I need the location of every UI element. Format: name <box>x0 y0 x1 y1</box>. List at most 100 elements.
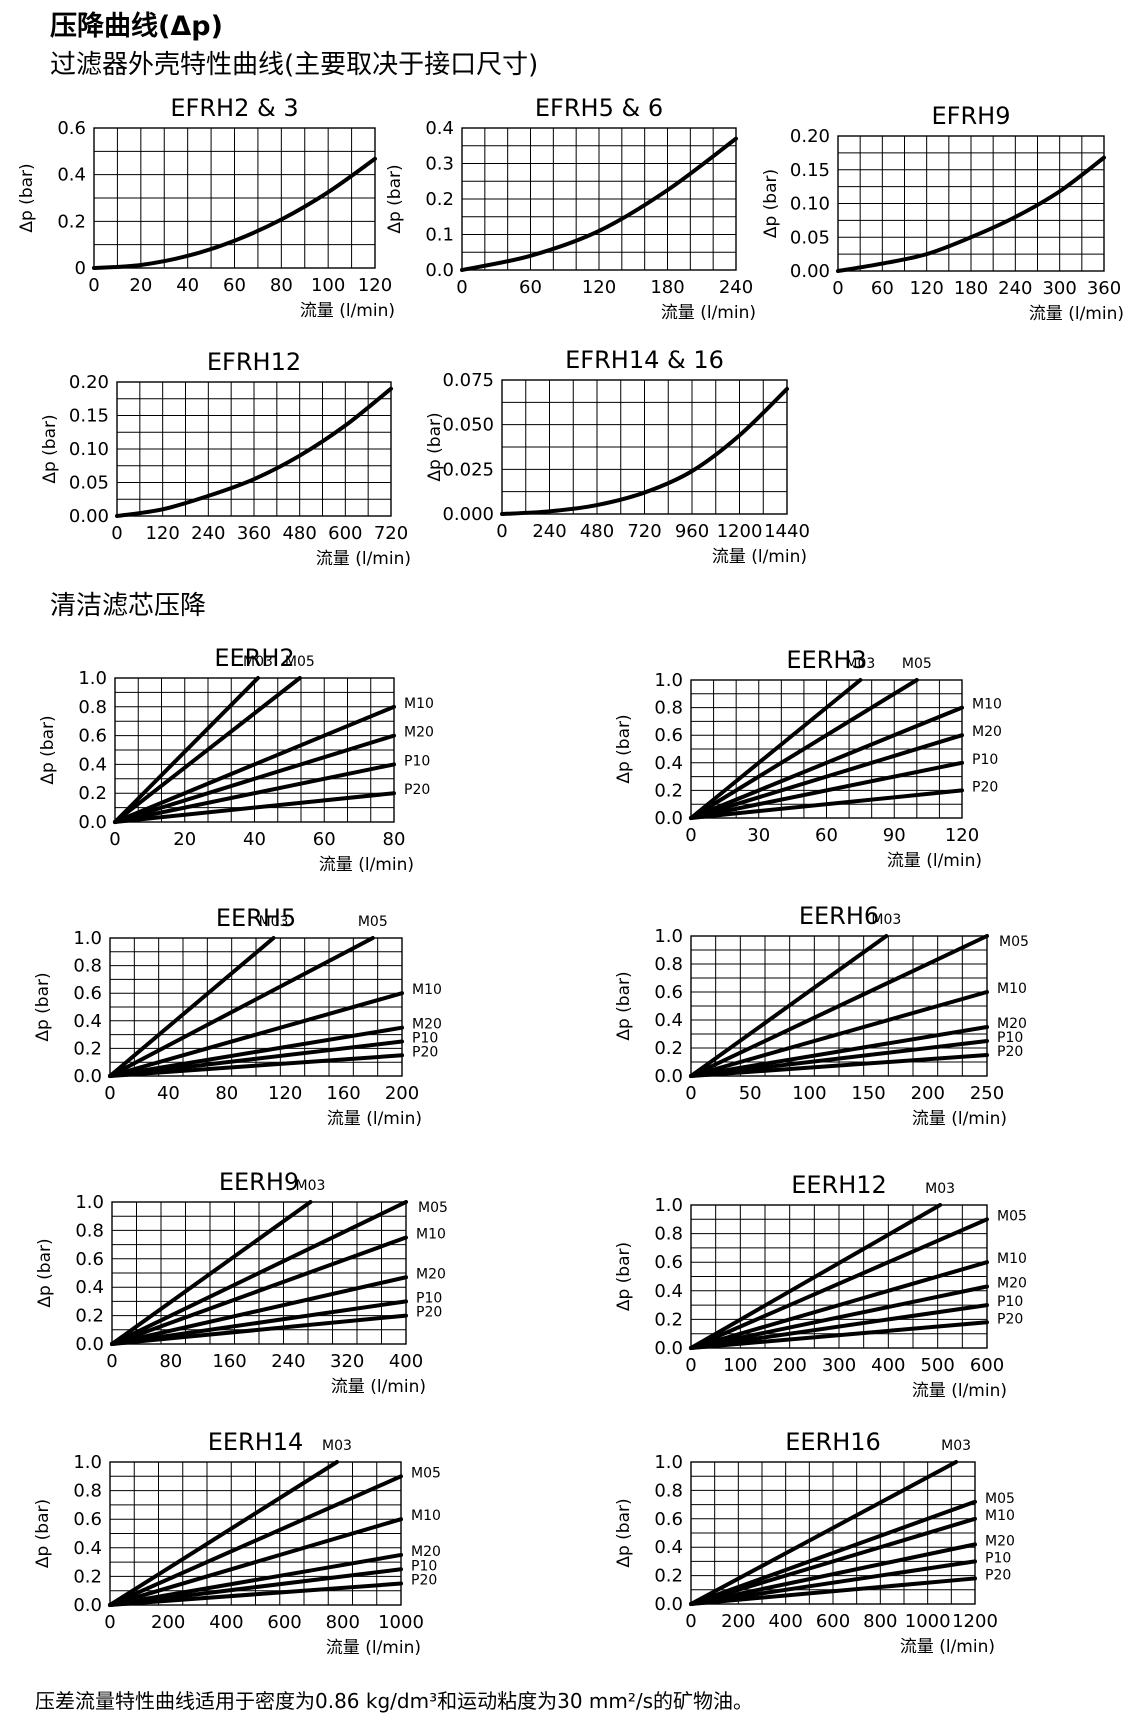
x-tick-label: 200 <box>911 1083 945 1104</box>
x-tick-label: 480 <box>580 521 614 542</box>
series-line-m03 <box>689 678 863 820</box>
chart-title: EFRH12 <box>207 348 301 376</box>
x-tick-label: 800 <box>326 1612 360 1633</box>
grid <box>502 380 787 514</box>
chart-title: EERH5 <box>216 904 296 932</box>
x-tick-label: 80 <box>270 275 293 296</box>
series-line-curve <box>500 386 789 516</box>
x-tick-label: 1200 <box>952 1611 998 1632</box>
x-axis-label: 流量 (l/min) <box>331 1377 426 1397</box>
y-tick-label: 0.0 <box>654 1066 683 1087</box>
x-axis-label: 流量 (l/min) <box>912 1109 1007 1129</box>
x-axis-label: 流量 (l/min) <box>661 303 756 323</box>
x-tick-label: 180 <box>650 277 684 298</box>
series-line-m03 <box>108 1460 339 1607</box>
y-tick-label: 0.025 <box>442 459 494 480</box>
y-tick-label: 0.8 <box>654 1480 683 1501</box>
series-label-p20: P20 <box>412 1044 438 1060</box>
y-tick-label: 0.05 <box>69 473 109 494</box>
chart-eerh14: EERH14 0 200 400 600 800 1000 0.0 0.2 0.4 0.6 0.8 1.… <box>33 1428 441 1658</box>
x-axis-label: 流量 (l/min) <box>1029 304 1124 324</box>
y-axis-label: Δp (bar) <box>614 971 634 1040</box>
series-label-m20: M20 <box>972 724 1002 740</box>
y-tick-label: 0.4 <box>654 1010 683 1031</box>
x-axis-label: 流量 (l/min) <box>712 547 807 567</box>
y-axis-label: Δp (bar) <box>33 972 53 1041</box>
chart-title: EFRH2 & 3 <box>170 94 298 122</box>
series-label-m20: M20 <box>411 1544 441 1560</box>
series-label-m20: M20 <box>404 725 434 741</box>
series-line-curve <box>92 156 377 270</box>
y-axis-label: Δp (bar) <box>38 715 58 784</box>
y-tick-label: 0.15 <box>790 160 830 181</box>
series-label-m05: M05 <box>285 654 315 670</box>
x-tick-label: 80 <box>159 1351 182 1372</box>
plot-frame <box>501 379 788 515</box>
chart-efrh12: EFRH12 0 120 240 360 480 600 720 0.00 0.05 0.10 0.1… <box>40 348 411 569</box>
y-tick-label: 0.4 <box>654 753 683 774</box>
x-axis-label: 流量 (l/min) <box>887 851 982 871</box>
y-tick-label: 1.0 <box>654 670 683 691</box>
x-tick-label: 360 <box>237 523 271 544</box>
chart-efrh9: EFRH9 0 60 120 180 240 300 360 0.00 0.05 0.10 0.15 0… <box>761 102 1124 324</box>
series-label-p10: P10 <box>416 1290 442 1306</box>
grid <box>110 938 402 1076</box>
series-label-m03: M03 <box>925 1181 955 1197</box>
x-tick-label: 60 <box>223 275 246 296</box>
x-tick-label: 30 <box>747 825 770 846</box>
x-tick-label: 100 <box>792 1083 826 1104</box>
x-tick-label: 120 <box>268 1083 302 1104</box>
y-tick-label: 0.4 <box>57 165 86 186</box>
x-tick-label: 0 <box>685 1083 696 1104</box>
series-label-p20: P20 <box>411 1573 437 1589</box>
series-label-m03: M03 <box>259 914 289 930</box>
section-title-element: 清洁滤芯压降 <box>50 591 207 621</box>
chart-efrh5-6: EFRH5 & 6 0 60 120 180 240 0.0 0.1 0.2 0.3 0.4 流量 (… <box>385 94 756 323</box>
grid <box>462 128 736 270</box>
y-axis-label: Δp (bar) <box>33 1499 53 1568</box>
series-label-m05: M05 <box>999 934 1029 950</box>
y-tick-label: 0.2 <box>73 1566 102 1587</box>
series-line-p20 <box>689 788 964 820</box>
x-tick-label: 200 <box>721 1611 755 1632</box>
series-line-m05 <box>108 936 375 1078</box>
y-axis-label: Δp (bar) <box>761 169 781 238</box>
y-tick-label: 0.4 <box>78 754 107 775</box>
series-label-m20: M20 <box>997 1016 1027 1032</box>
series-label-m10: M10 <box>985 1508 1015 1524</box>
series-line-p10 <box>689 1303 989 1350</box>
y-tick-label: 1.0 <box>73 1452 102 1473</box>
x-tick-label: 50 <box>739 1083 762 1104</box>
chart-efrh14-16: EFRH14 & 16 0 240 480 720 960 1200 1440 0.000 0.0… <box>425 346 810 567</box>
series-line-p10 <box>689 760 964 820</box>
y-tick-label: 0.2 <box>654 1038 683 1059</box>
y-tick-label: 0.2 <box>654 780 683 801</box>
series-line-m05 <box>689 678 919 820</box>
plot-frame <box>93 127 376 269</box>
y-tick-label: 0.8 <box>73 1481 102 1502</box>
series-label-p20: P20 <box>404 782 430 798</box>
x-tick-label: 240 <box>998 278 1032 299</box>
y-tick-label: 0.0 <box>654 1594 683 1615</box>
series-line-m05 <box>689 1217 989 1350</box>
plot-frame <box>461 127 737 271</box>
y-tick-label: 0.00 <box>790 261 830 282</box>
x-axis-label: 流量 (l/min) <box>327 1109 422 1129</box>
y-tick-label: 0.2 <box>654 1309 683 1330</box>
y-axis-label: Δp (bar) <box>385 164 405 233</box>
grid <box>691 1205 987 1348</box>
x-tick-label: 160 <box>212 1351 246 1372</box>
chart-title: EFRH14 & 16 <box>565 346 724 374</box>
series-line-p20 <box>110 1313 408 1346</box>
footnote: 压差流量特性曲线适用于密度为0.86 kg/dm³和运动粘度为30 mm²/s的… <box>35 1689 754 1713</box>
series-label-m20: M20 <box>985 1533 1015 1549</box>
x-tick-label: 720 <box>627 521 661 542</box>
series-line-m05 <box>108 1474 403 1607</box>
chart-eerh2: EERH2 0 20 40 60 80 0.0 0.2 0.4 0.6 0.8 1.0 流量 (l/mi… <box>38 644 434 875</box>
series-label-m20: M20 <box>997 1276 1027 1292</box>
y-tick-label: 0.2 <box>654 1566 683 1587</box>
y-tick-label: 0.8 <box>654 1224 683 1245</box>
x-tick-label: 400 <box>871 1355 905 1376</box>
x-tick-label: 100 <box>723 1355 757 1376</box>
series-line-curve <box>115 386 393 518</box>
